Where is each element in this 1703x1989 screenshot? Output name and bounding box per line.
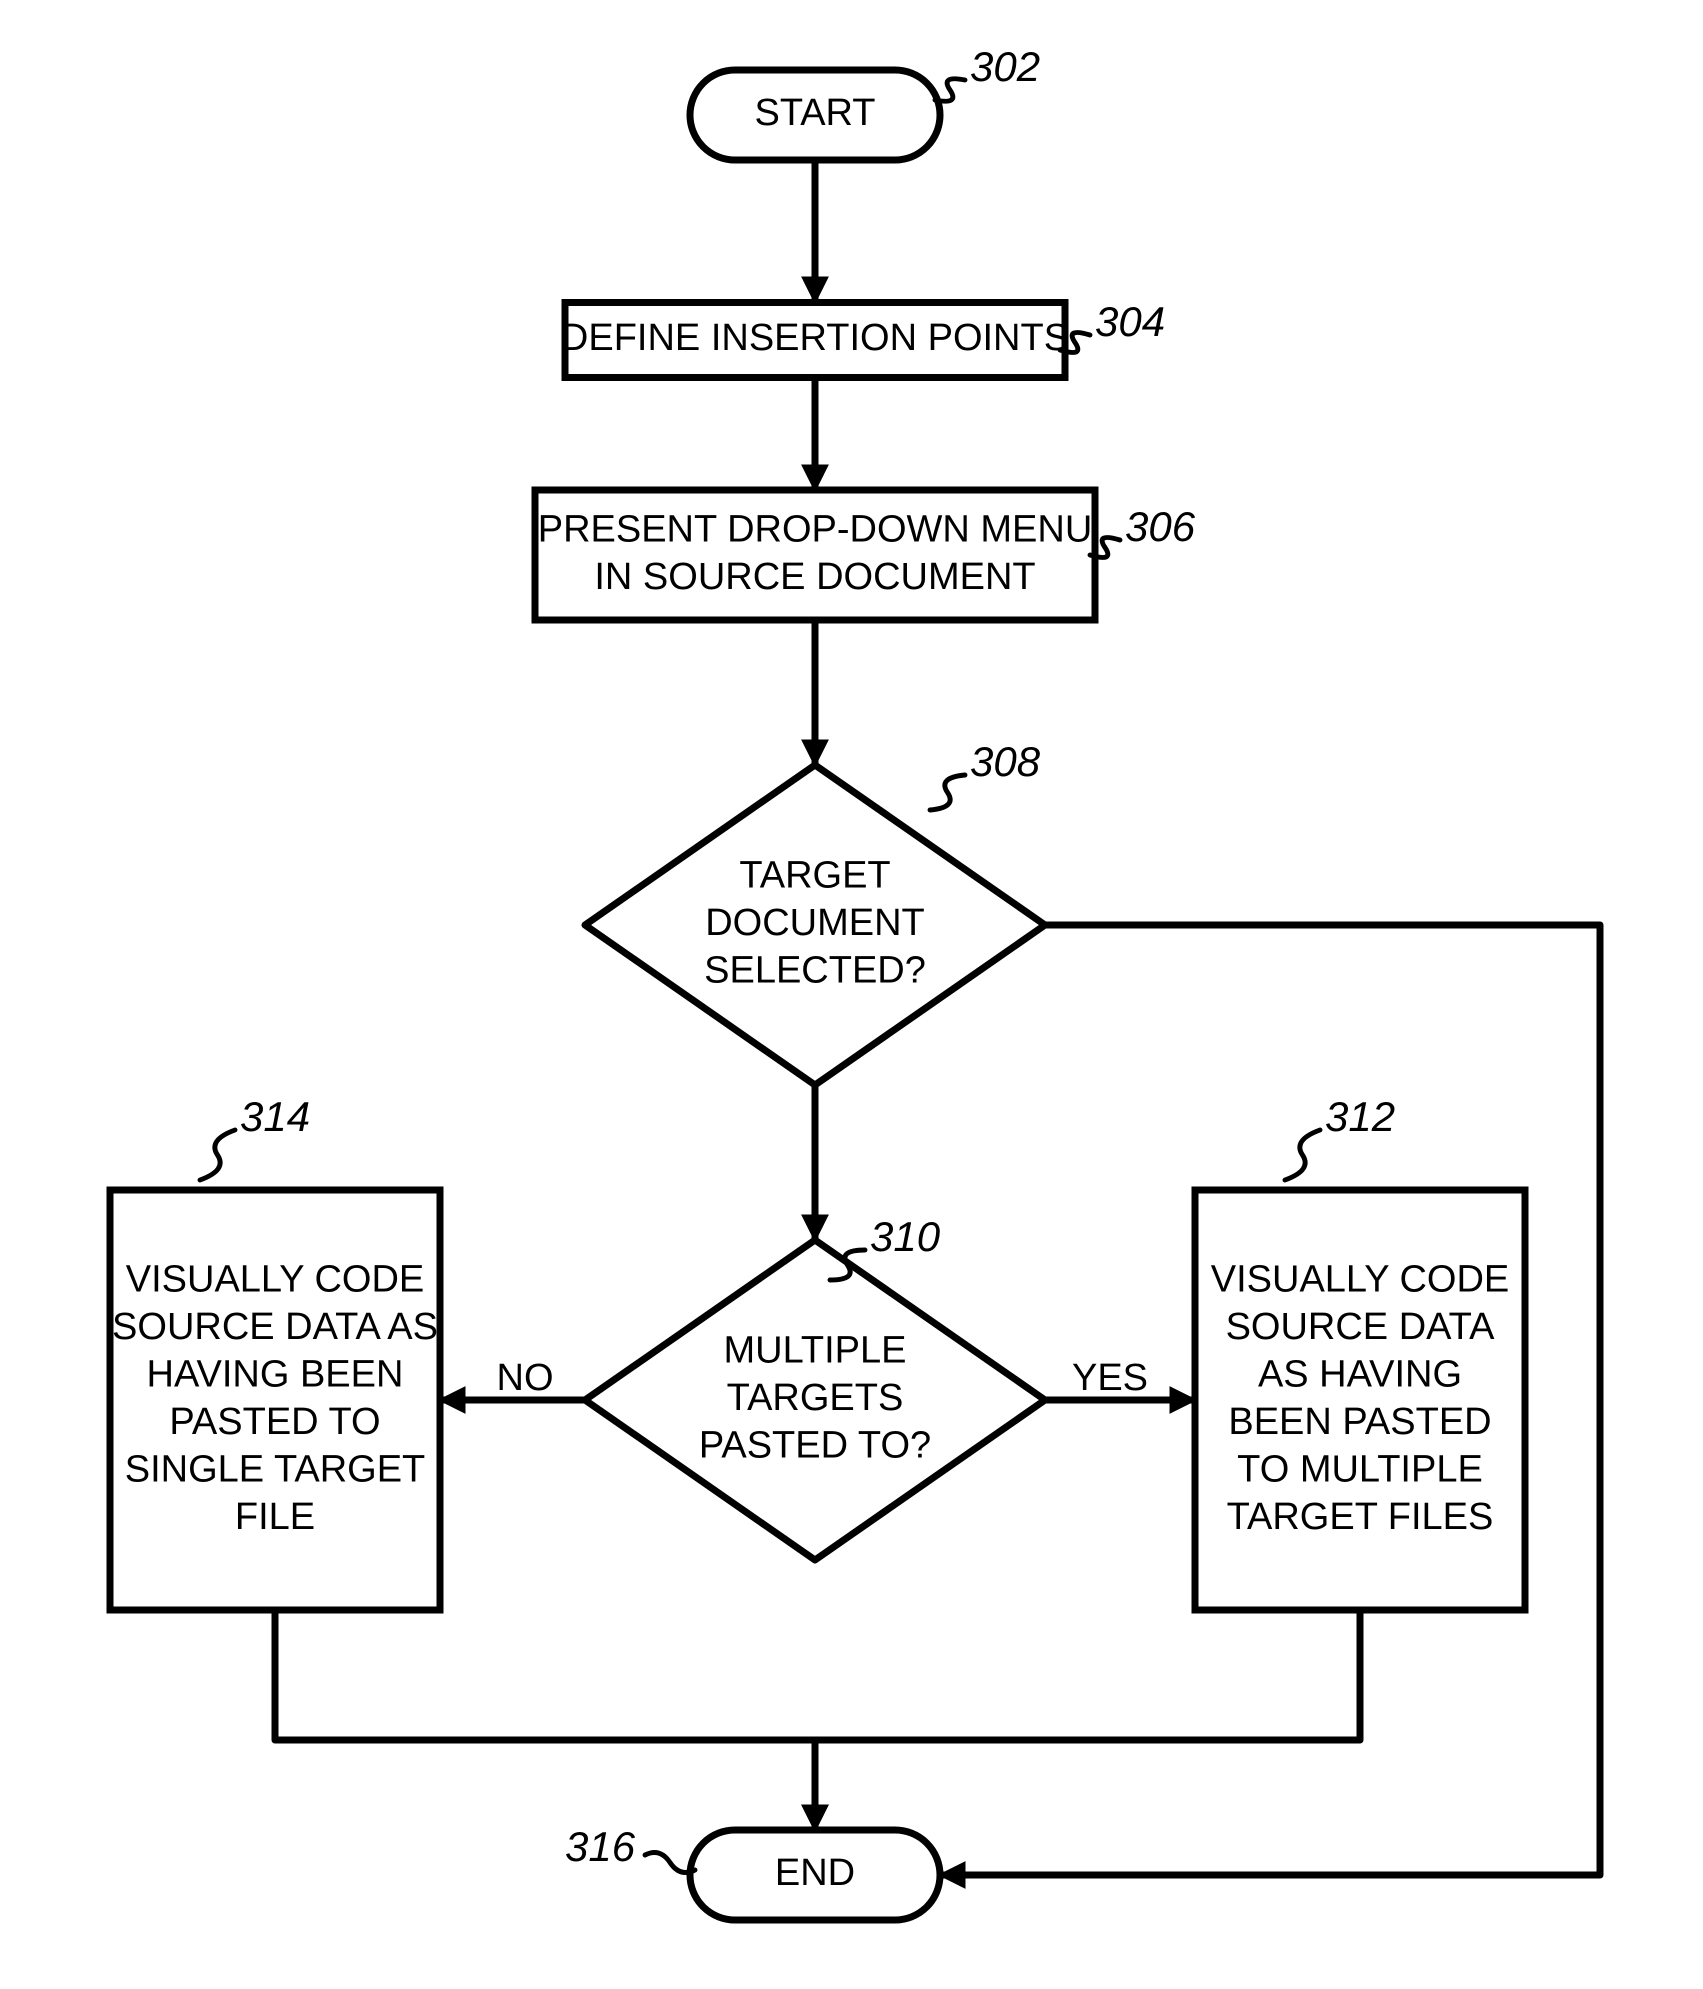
ref-310: 310 [870, 1213, 941, 1260]
code_single-label-4: SINGLE TARGET [125, 1448, 426, 1490]
node-present: PRESENT DROP-DOWN MENU IN SOURCE DOCUMENT [535, 490, 1095, 620]
node-target_selected: TARGET DOCUMENT SELECTED? [585, 765, 1045, 1085]
ref-leader-target_selected [930, 775, 965, 810]
define-label-0: DEFINE INSERTION POINTS [561, 317, 1069, 359]
ref-308: 308 [970, 738, 1041, 785]
target_selected-label-2: SELECTED? [704, 950, 926, 992]
edge-code_multiple-end [815, 1610, 1360, 1830]
target_selected-label-1: DOCUMENT [705, 902, 925, 944]
code_single-label-1: SOURCE DATA AS [112, 1306, 438, 1348]
code_multiple-label-1: SOURCE DATA [1226, 1306, 1495, 1348]
code_multiple-label-2: AS HAVING [1258, 1353, 1462, 1395]
ref-312: 312 [1325, 1093, 1395, 1140]
code_single-label-3: PASTED TO [169, 1401, 380, 1443]
edge-label-yes: YES [1072, 1357, 1148, 1399]
multiple_targets-label-0: MULTIPLE [723, 1330, 906, 1372]
present-label-1: IN SOURCE DOCUMENT [594, 556, 1035, 598]
multiple_targets-label-1: TARGETS [727, 1377, 904, 1419]
ref-314: 314 [240, 1093, 310, 1140]
node-code_multiple: VISUALLY CODE SOURCE DATA AS HAVING BEEN PA… [1195, 1190, 1525, 1610]
start-label-0: START [754, 92, 875, 134]
code_multiple-label-0: VISUALLY CODE [1211, 1258, 1510, 1300]
code_single-label-2: HAVING BEEN [147, 1353, 404, 1395]
present-label-0: PRESENT DROP-DOWN MENU [538, 508, 1093, 550]
ref-304: 304 [1095, 298, 1165, 345]
multiple_targets-label-2: PASTED TO? [699, 1425, 931, 1467]
node-define: DEFINE INSERTION POINTS [561, 303, 1069, 378]
node-start: START [690, 70, 940, 160]
ref-leader-code_multiple [1285, 1130, 1320, 1180]
ref-302: 302 [970, 43, 1040, 90]
end-label-0: END [775, 1852, 855, 1894]
node-code_single: VISUALLY CODE SOURCE DATA AS HAVING BEEN PA… [110, 1190, 440, 1610]
ref-306: 306 [1125, 503, 1196, 550]
code_multiple-label-5: TARGET FILES [1227, 1496, 1494, 1538]
target_selected-label-0: TARGET [739, 855, 890, 897]
node-multiple_targets: MULTIPLE TARGETS PASTED TO? [585, 1240, 1045, 1560]
ref-leader-code_single [200, 1130, 235, 1180]
edge-code_single-end [275, 1610, 815, 1830]
ref-316: 316 [565, 1823, 636, 1870]
edge-label-no: NO [497, 1357, 554, 1399]
code_single-label-5: FILE [235, 1496, 315, 1538]
code_multiple-label-4: TO MULTIPLE [1237, 1448, 1483, 1490]
code_single-label-0: VISUALLY CODE [126, 1258, 425, 1300]
node-end: END [690, 1830, 940, 1920]
code_multiple-label-3: BEEN PASTED [1228, 1401, 1491, 1443]
flowchart-canvas: NO YES START 302 DEFINE INSERTION POINTS 304 P… [0, 0, 1703, 1989]
